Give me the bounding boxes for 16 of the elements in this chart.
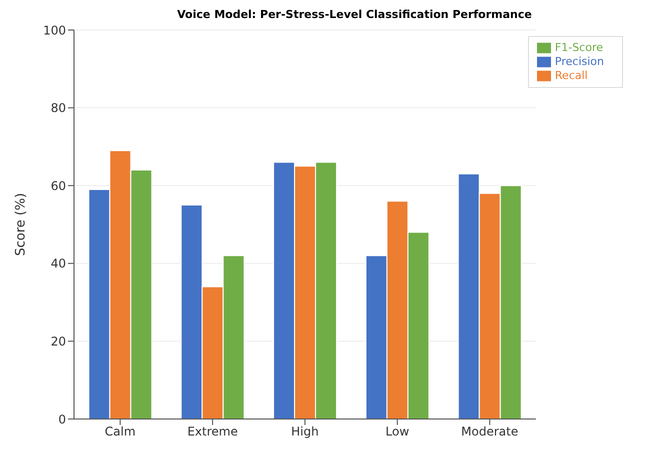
legend-label: Recall: [554, 69, 588, 82]
x-tick-label: Extreme: [187, 424, 238, 439]
y-tick-label: 80: [50, 101, 66, 116]
x-tick-label: High: [291, 424, 319, 439]
x-tick-label: Calm: [104, 424, 136, 439]
y-axis-title: Score (%): [14, 192, 29, 256]
y-tick-label: 40: [50, 256, 66, 271]
y-tick-label: 100: [43, 23, 66, 38]
x-tick-label: Low: [386, 424, 410, 439]
x-tick-label: Moderate: [461, 424, 518, 439]
chart-title: Voice Model: Per-Stress-Level Classification Performance: [176, 8, 533, 23]
legend-label: F1-Score: [554, 41, 604, 54]
y-tick-label: 0: [58, 412, 66, 426]
y-tick-label: 20: [50, 334, 66, 348]
legend-label: Precision: [554, 55, 604, 68]
y-tick-label: 60: [50, 178, 66, 193]
